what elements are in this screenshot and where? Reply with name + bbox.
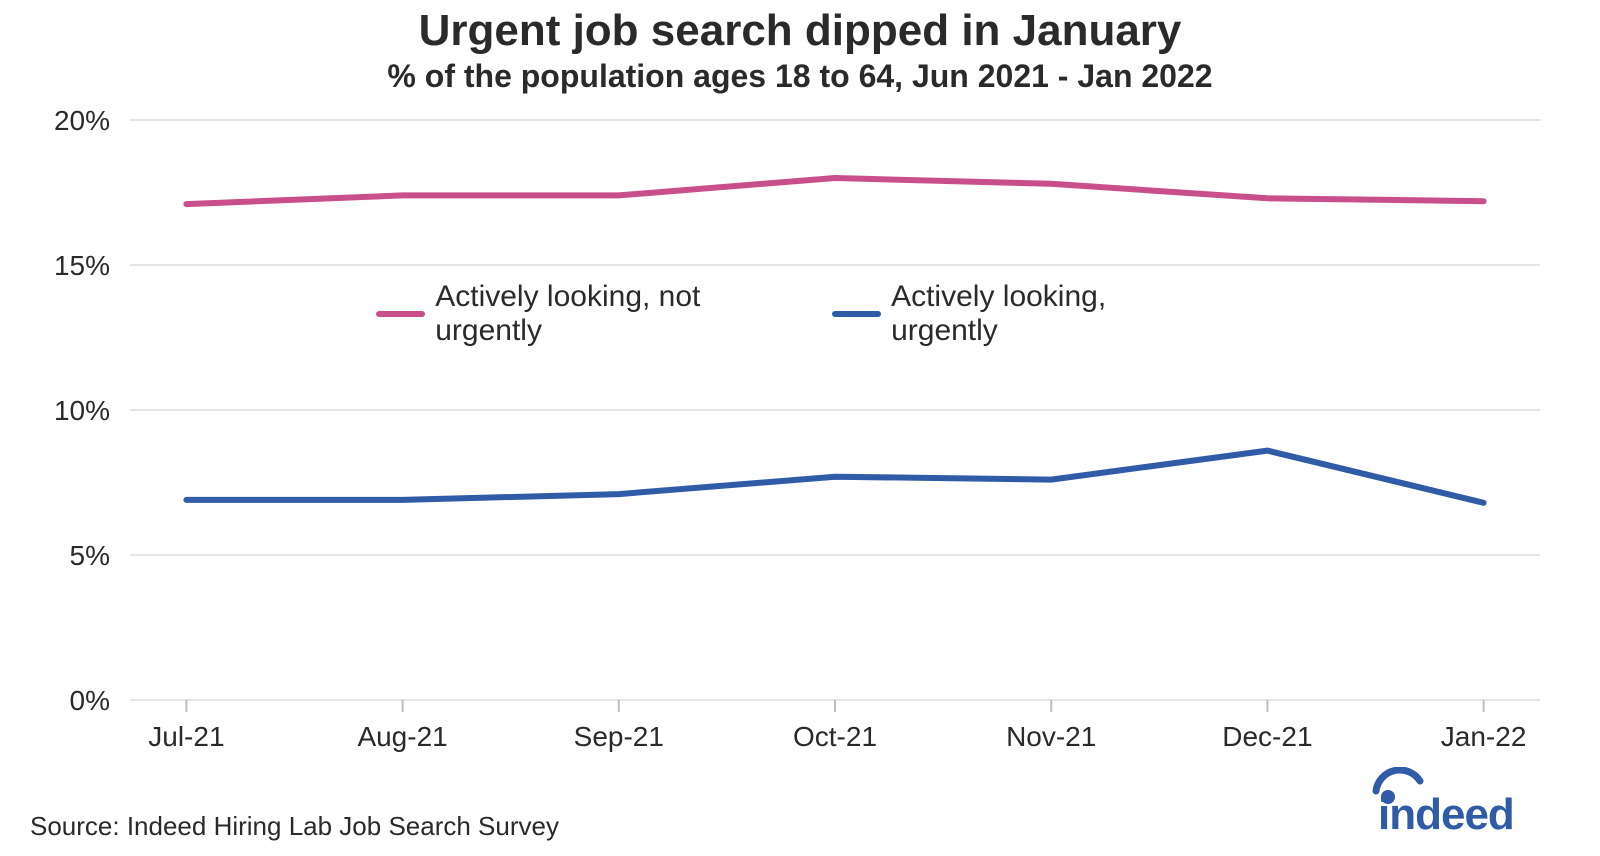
series-line — [186, 178, 1483, 204]
x-tick-label: Oct-21 — [793, 721, 877, 752]
chart-plot: 0% 5% 10% 15% 20% Jul-21 Aug-21 Sep-21 Oct-21 Nov… — [0, 0, 1600, 856]
legend-label: Actively looking, not urgently — [435, 280, 782, 348]
y-tick-label: 0% — [70, 685, 110, 716]
x-tick-label: Dec-21 — [1222, 721, 1312, 752]
legend-item: Actively looking, not urgently — [376, 280, 782, 348]
x-tick-label: Sep-21 — [574, 721, 664, 752]
x-tick-label: Jan-22 — [1441, 721, 1527, 752]
x-tick-label: Aug-21 — [357, 721, 447, 752]
legend-label: Actively looking, urgently — [891, 280, 1192, 348]
chart-container: Urgent job search dipped in January % of… — [0, 0, 1600, 856]
legend-swatch — [832, 311, 881, 317]
logo-arc-icon — [1376, 770, 1420, 791]
y-tick-label: 15% — [54, 250, 110, 281]
indeed-logo: indeed — [1370, 767, 1570, 842]
x-tick-label: Nov-21 — [1006, 721, 1096, 752]
logo-text: indeed — [1378, 790, 1514, 837]
legend-item: Actively looking, urgently — [832, 280, 1192, 348]
chart-legend: Actively looking, not urgently Actively l… — [376, 280, 1192, 348]
y-tick-label: 5% — [70, 540, 110, 571]
series-line — [186, 451, 1483, 503]
x-tick-label: Jul-21 — [148, 721, 224, 752]
y-tick-label: 20% — [54, 105, 110, 136]
y-tick-label: 10% — [54, 395, 110, 426]
legend-swatch — [376, 311, 425, 317]
source-text: Source: Indeed Hiring Lab Job Search Sur… — [30, 811, 559, 842]
